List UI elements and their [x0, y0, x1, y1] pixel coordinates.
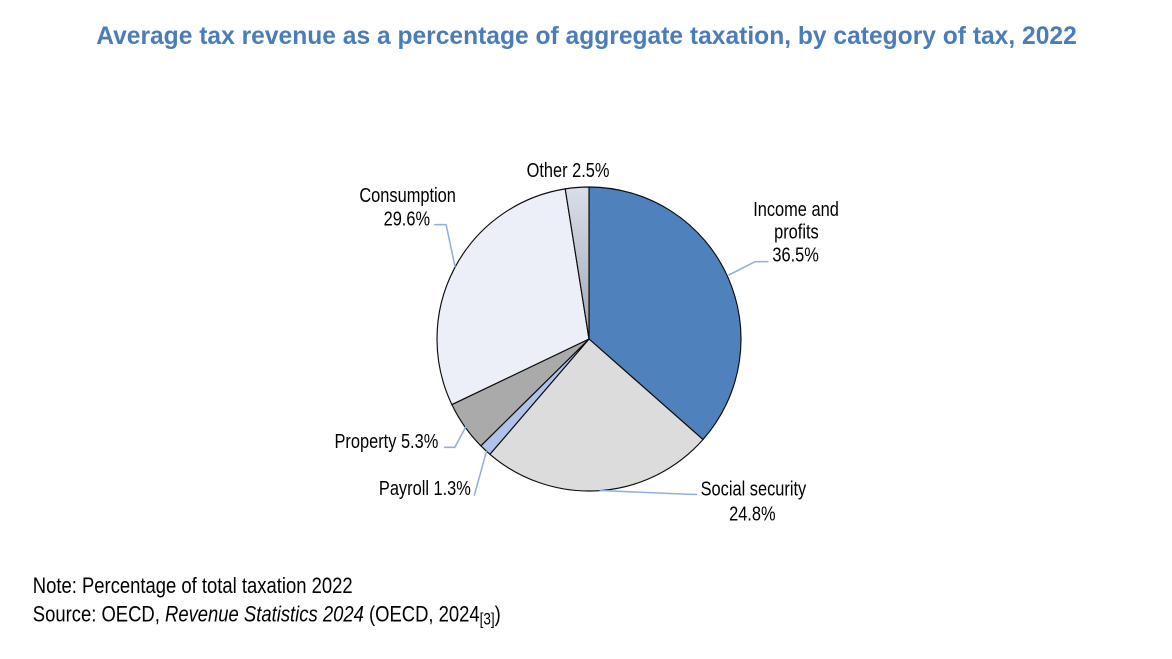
- svg-text:24.8%: 24.8%: [729, 502, 775, 525]
- svg-text:Income and: Income and: [753, 198, 839, 221]
- svg-text:Average tax revenue as a perce: Average tax revenue as a percentage of a…: [96, 23, 1077, 50]
- svg-text:36.5%: 36.5%: [772, 243, 818, 266]
- svg-text:Payroll 1.3%: Payroll 1.3%: [379, 477, 471, 500]
- svg-text:Source: OECD, Revenue Statisti: Source: OECD, Revenue Statistics 2024 (O…: [33, 602, 501, 629]
- svg-text:profits: profits: [774, 220, 819, 243]
- svg-text:Other 2.5%: Other 2.5%: [527, 159, 610, 182]
- svg-text:Consumption: Consumption: [359, 184, 456, 207]
- svg-text:Social security: Social security: [701, 477, 807, 500]
- svg-text:29.6%: 29.6%: [384, 207, 430, 230]
- svg-text:Property 5.3%: Property 5.3%: [335, 430, 439, 453]
- svg-text:Note: Percentage of total taxa: Note: Percentage of total taxation 2022: [33, 574, 353, 599]
